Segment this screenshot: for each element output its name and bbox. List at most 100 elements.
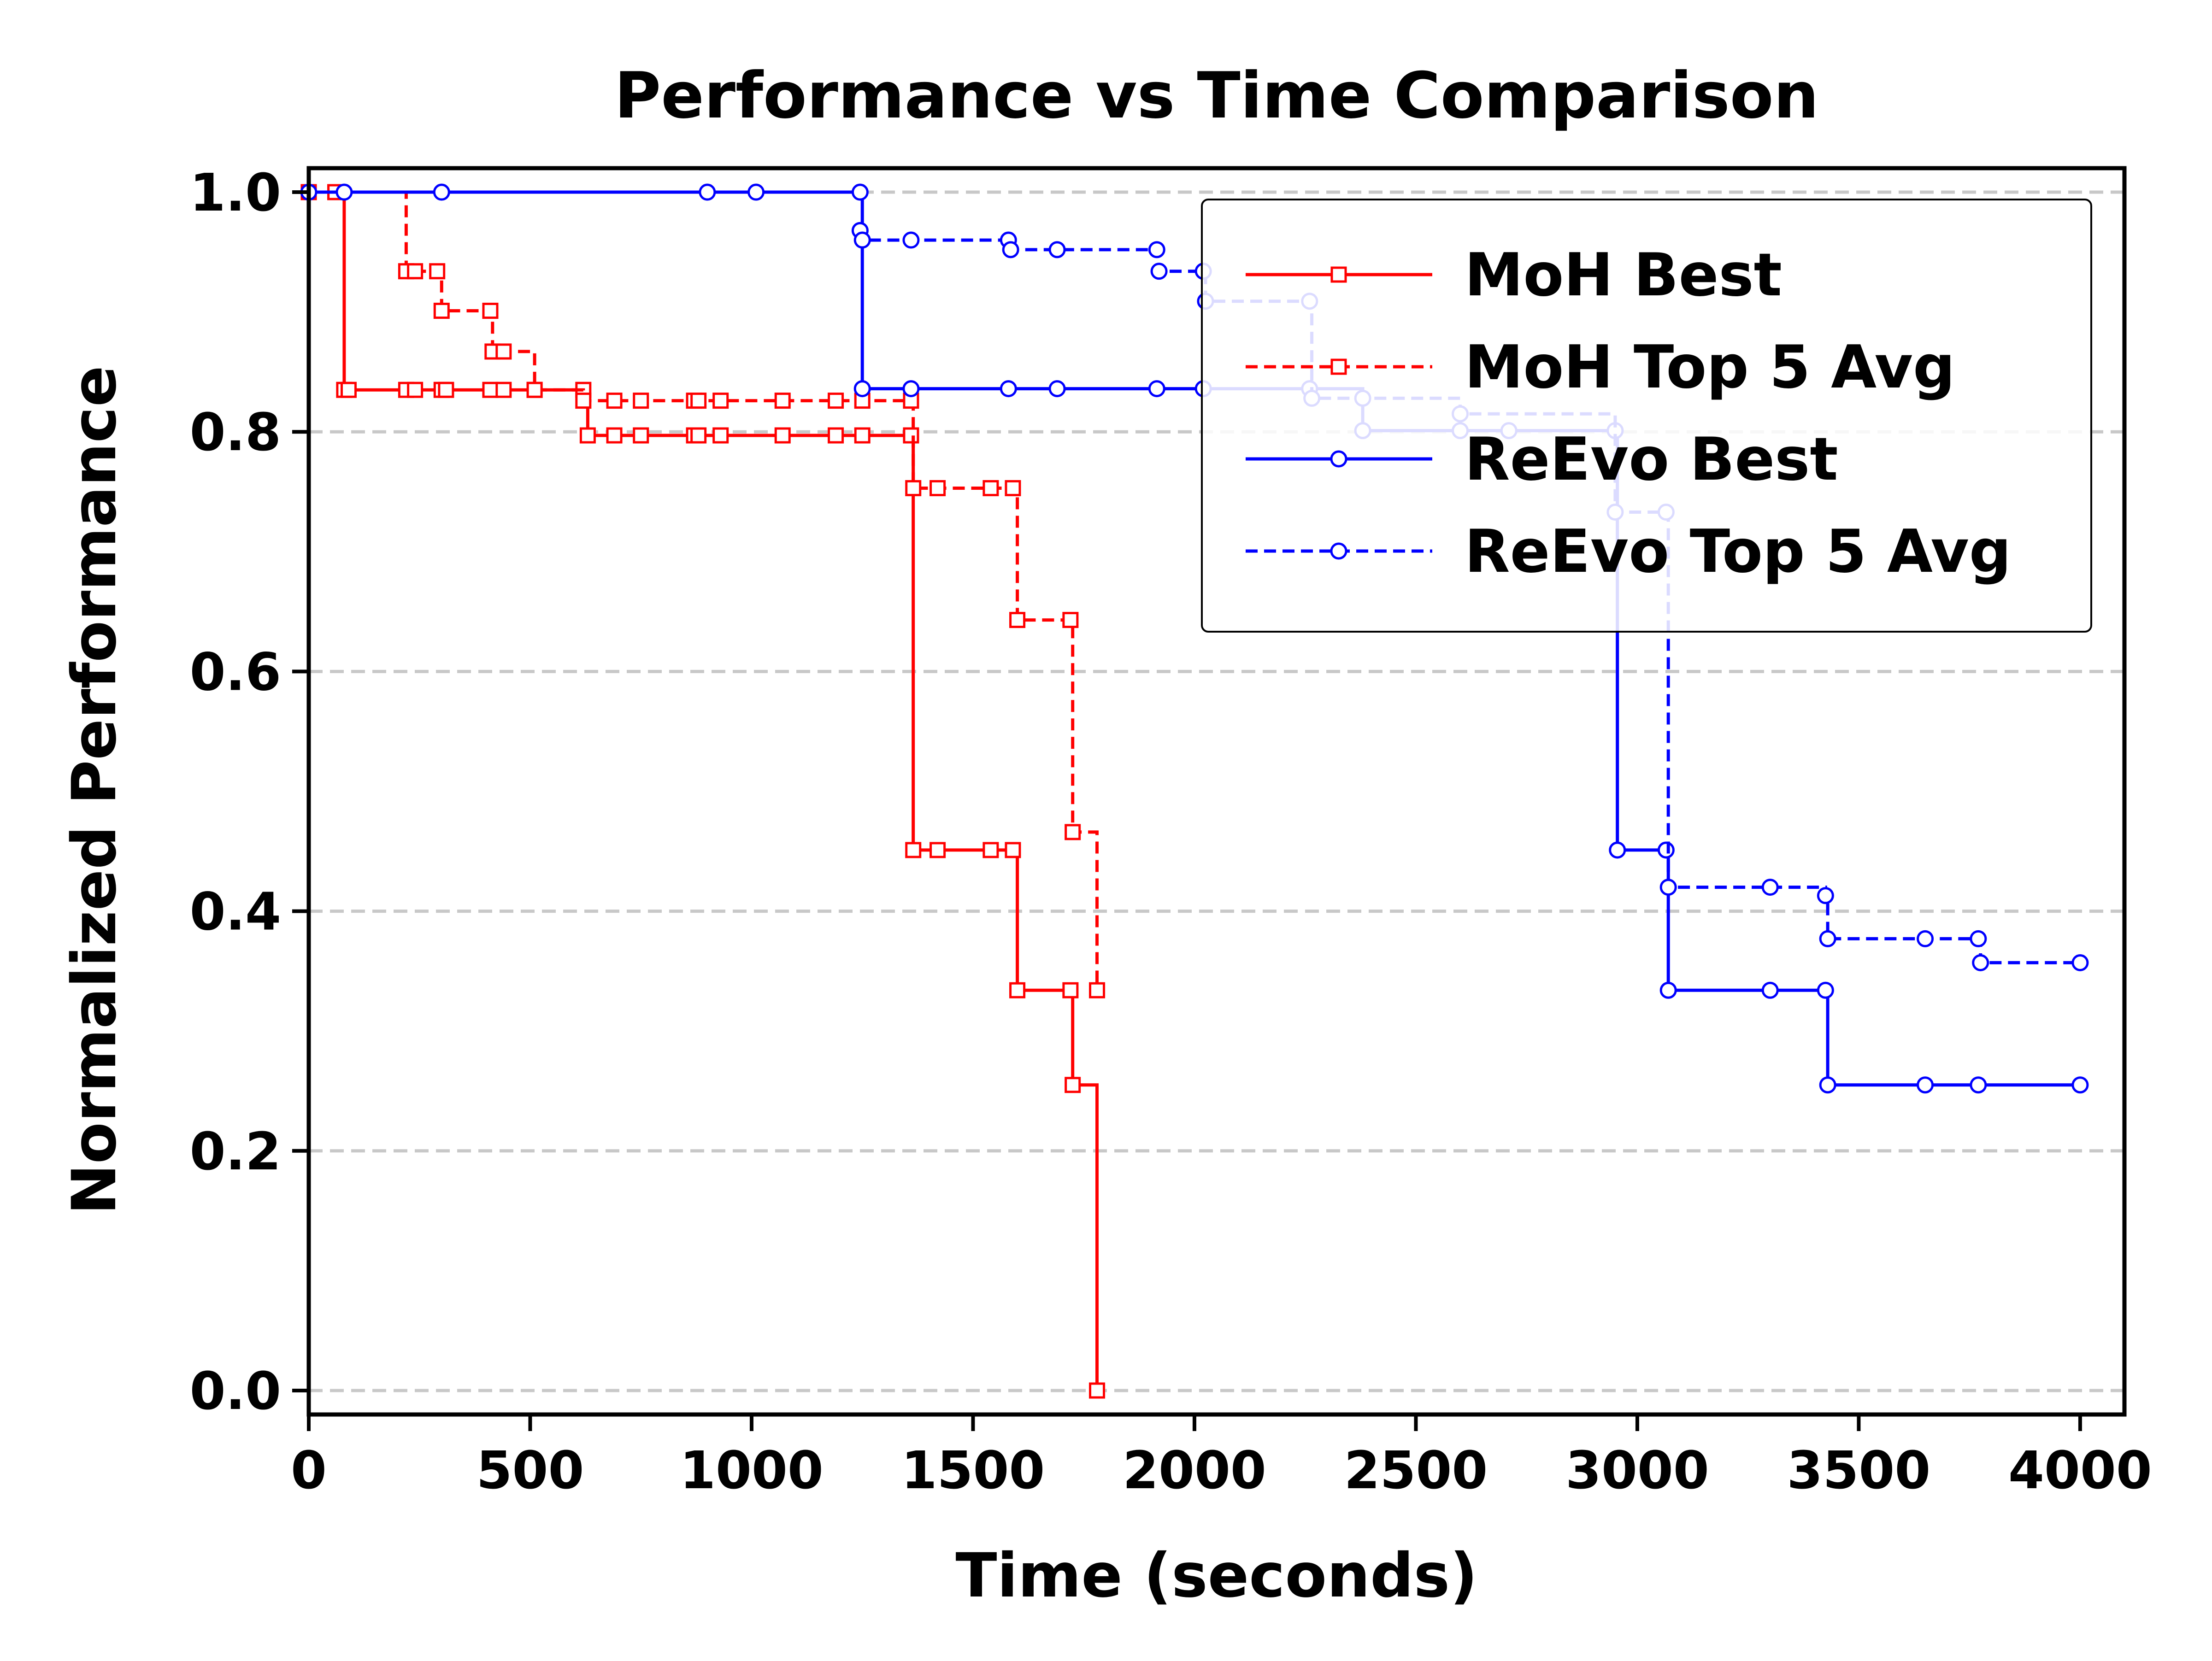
moh-top-5-avg-point (407, 263, 424, 280)
reevo-best-point (1657, 841, 1675, 859)
reevo-best-point (1970, 1076, 1987, 1094)
reevo-best-point (1048, 380, 1066, 398)
reevo-best-point (2071, 1076, 2089, 1094)
moh-best-point (1009, 982, 1026, 998)
moh-best-point (982, 842, 999, 858)
reevo-top-5-avg-point (1150, 263, 1168, 280)
moh-top-5-avg-point (690, 393, 707, 409)
legend-marker-reevo-top-5-avg (1330, 542, 1347, 560)
reevo-top-5-avg-point (1048, 241, 1066, 258)
legend: MoH Best MoH Top 5 Avg ReEvo Best ReEvo Top… (1201, 199, 2092, 633)
reevo-top-5-avg-point (1917, 930, 1934, 947)
moh-best-point (905, 842, 922, 858)
y-tick-label: 0.8 (190, 403, 281, 463)
moh-best-point (340, 382, 357, 398)
x-tick-label: 2000 (1123, 1441, 1266, 1501)
reevo-top-5-avg-point (1002, 241, 1019, 258)
reevo-top-5-avg-point (1148, 241, 1165, 258)
moh-best-point (930, 842, 946, 858)
y-tick-label: 1.0 (190, 163, 281, 223)
moh-top-5-avg-point (429, 263, 446, 280)
reevo-best-point (1917, 1076, 1934, 1094)
moh-top-5-avg-point (482, 303, 499, 319)
moh-top-5-avg-point (712, 393, 729, 409)
moh-top-5-avg-point (1089, 982, 1106, 998)
reevo-best-point (747, 183, 765, 201)
moh-best-point (606, 427, 623, 444)
moh-best-point (438, 382, 454, 398)
tick-layer: 0.0 0.2 0.4 0.6 0.8 1.0 0 500 1000 1500 2000 2500 30… (190, 163, 2152, 1501)
moh-best-point (495, 382, 512, 398)
x-tick-label: 1000 (680, 1441, 824, 1501)
reevo-best-point (1761, 981, 1779, 999)
moh-best-point (407, 382, 424, 398)
moh-best-point (633, 427, 649, 444)
moh-top-5-avg-point (1062, 612, 1079, 628)
legend-box (1201, 199, 2092, 633)
reevo-best-point (1609, 841, 1626, 859)
moh-top-5-avg-point (606, 393, 623, 409)
chart-title: Performance vs Time Comparison (614, 59, 1819, 133)
reevo-best-point (1659, 981, 1677, 999)
moh-best-point (828, 427, 844, 444)
reevo-best-point (1817, 981, 1834, 999)
reevo-best-point (851, 183, 869, 201)
reevo-top-5-avg-point (1761, 879, 1779, 896)
moh-top-5-avg-point (774, 393, 791, 409)
x-tick-label: 1500 (901, 1441, 1045, 1501)
x-tick-label: 500 (477, 1441, 584, 1501)
legend-marker-moh-top-5-avg (1330, 358, 1347, 375)
reevo-top-5-avg-point (1817, 887, 1834, 904)
moh-best-point (1065, 1077, 1081, 1093)
legend-label-reevo-top-5-avg: ReEvo Top 5 Avg (1465, 517, 2011, 586)
moh-top-5-avg-point (526, 382, 543, 398)
y-axis-label: Normalized Performance (59, 365, 130, 1215)
moh-best-point (579, 427, 596, 444)
moh-top-5-avg-point (930, 480, 946, 496)
moh-best-point (1062, 982, 1079, 998)
moh-top-5-avg-point (1065, 824, 1081, 840)
x-tick-label: 3500 (1787, 1441, 1931, 1501)
moh-top-5-avg-point (633, 393, 649, 409)
legend-marker-reevo-best (1330, 450, 1347, 468)
reevo-top-5-avg-point (1970, 930, 1987, 947)
reevo-best-point (1148, 380, 1165, 398)
reevo-best-point (1819, 1076, 1836, 1094)
y-tick-label: 0.6 (190, 642, 281, 702)
moh-top-5-avg-point (575, 393, 592, 409)
moh-best-point (1089, 1382, 1106, 1399)
legend-label-reevo-best: ReEvo Best (1465, 425, 1838, 494)
reevo-top-5-avg-point (902, 231, 920, 249)
reevo-top-5-avg-point (853, 231, 871, 249)
legend-label-moh-top-5-avg: MoH Top 5 Avg (1465, 333, 1955, 402)
y-tick-label: 0.0 (190, 1362, 281, 1421)
moh-top-5-avg-point (905, 480, 922, 496)
y-tick-label: 0.2 (190, 1122, 281, 1182)
reevo-best-point (853, 380, 871, 398)
moh-top-5-avg-point (982, 480, 999, 496)
reevo-best-point (1000, 380, 1017, 398)
x-axis-label: Time (seconds) (955, 1540, 1477, 1611)
reevo-top-5-avg-point (1972, 954, 1989, 971)
moh-top-5-avg-point (433, 303, 450, 319)
moh-best-point (690, 427, 707, 444)
legend-marker-moh-best (1330, 266, 1347, 283)
reevo-top-5-avg-point (1819, 930, 1836, 947)
reevo-top-5-avg-point (1659, 879, 1677, 896)
moh-best-point (712, 427, 729, 444)
reevo-best-point (433, 183, 450, 201)
moh-top-5-avg-point (828, 393, 844, 409)
moh-best-point (854, 427, 871, 444)
plot-frame (306, 166, 2127, 1417)
moh-best-point (903, 427, 919, 444)
legend-label-moh-best: MoH Best (1465, 241, 1782, 310)
x-tick-label: 0 (291, 1441, 327, 1501)
y-tick-label: 0.4 (190, 882, 281, 942)
x-tick-label: 2500 (1344, 1441, 1488, 1501)
moh-top-5-avg-point (1009, 612, 1026, 628)
reevo-best-point (335, 183, 353, 201)
moh-best-point (774, 427, 791, 444)
x-tick-label: 4000 (2008, 1441, 2152, 1501)
